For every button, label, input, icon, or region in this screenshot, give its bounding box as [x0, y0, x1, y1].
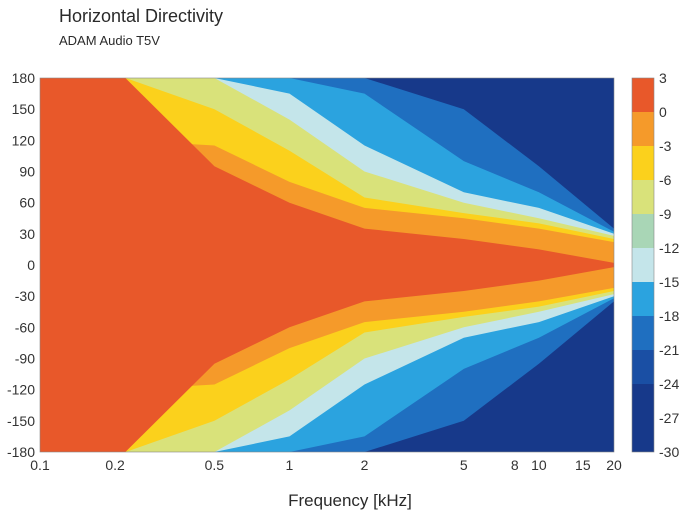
colorbar-tick-label: -24 — [659, 376, 679, 392]
colorbar-swatch — [632, 180, 654, 214]
x-tick-label: 20 — [606, 457, 622, 473]
colorbar-swatch — [632, 112, 654, 146]
y-tick-label: -120 — [7, 382, 35, 398]
colorbar-swatch — [632, 384, 654, 452]
colorbar-swatch — [632, 146, 654, 180]
colorbar-tick-label: -30 — [659, 444, 679, 460]
y-tick-label: 0 — [27, 257, 35, 273]
x-tick-label: 8 — [511, 457, 519, 473]
y-tick-label: 180 — [12, 70, 36, 86]
colorbar-swatch — [632, 248, 654, 282]
colorbar-tick-label: -6 — [659, 172, 672, 188]
plot-frame — [39, 77, 615, 453]
x-axis-ticks: 0.1 0.2 0.5 1 2 5 8 10 15 20 — [30, 457, 622, 473]
x-axis-label: Frequency [kHz] — [288, 491, 412, 510]
colorbar-tick-label: -9 — [659, 206, 672, 222]
x-tick-label: 10 — [531, 457, 547, 473]
colorbar-tick-label: -3 — [659, 138, 672, 154]
y-tick-label: 150 — [12, 101, 36, 117]
colorbar-frame — [631, 77, 655, 453]
x-tick-label: 0.1 — [30, 457, 50, 473]
x-tick-label: 15 — [575, 457, 591, 473]
colorbar-tick-label: -15 — [659, 274, 679, 290]
y-tick-label: 120 — [12, 132, 36, 148]
chart-title: Horizontal Directivity — [59, 6, 224, 26]
y-tick-label: -60 — [15, 319, 35, 335]
colorbar-swatch — [632, 282, 654, 316]
heatmap-plot-area — [40, 78, 614, 452]
colorbar-tick-label: 0 — [659, 104, 667, 120]
colorbar-tick-label: 3 — [659, 70, 667, 86]
colorbar-tick-label: -18 — [659, 308, 679, 324]
colorbar-swatch — [632, 350, 654, 384]
y-tick-label: -180 — [7, 444, 35, 460]
y-tick-label: -30 — [15, 288, 35, 304]
y-tick-label: 30 — [19, 226, 35, 242]
colorbar-tick-label: -27 — [659, 410, 679, 426]
y-tick-label: 60 — [19, 195, 35, 211]
y-axis-ticks: 180 150 120 90 60 30 0 -30 -60 -90 -120 -150 -180 — [7, 70, 35, 460]
x-tick-label: 2 — [361, 457, 369, 473]
x-tick-label: 5 — [460, 457, 468, 473]
y-tick-label: -90 — [15, 351, 35, 367]
y-tick-label: -150 — [7, 413, 35, 429]
colorbar-swatch — [632, 316, 654, 350]
colorbar-swatch — [632, 78, 654, 112]
colorbar: 3 0 -3 -6 -9 -12 -15 -18 -21 -24 -27 -30 — [631, 70, 679, 460]
colorbar-tick-label: -12 — [659, 240, 679, 256]
band-0-to-3 — [40, 78, 614, 452]
y-tick-label: 90 — [19, 164, 35, 180]
x-tick-label: 0.5 — [205, 457, 225, 473]
x-tick-label: 0.2 — [105, 457, 125, 473]
colorbar-tick-label: -21 — [659, 342, 679, 358]
x-tick-label: 1 — [286, 457, 294, 473]
chart-subtitle: ADAM Audio T5V — [59, 33, 160, 48]
colorbar-swatch — [632, 214, 654, 248]
